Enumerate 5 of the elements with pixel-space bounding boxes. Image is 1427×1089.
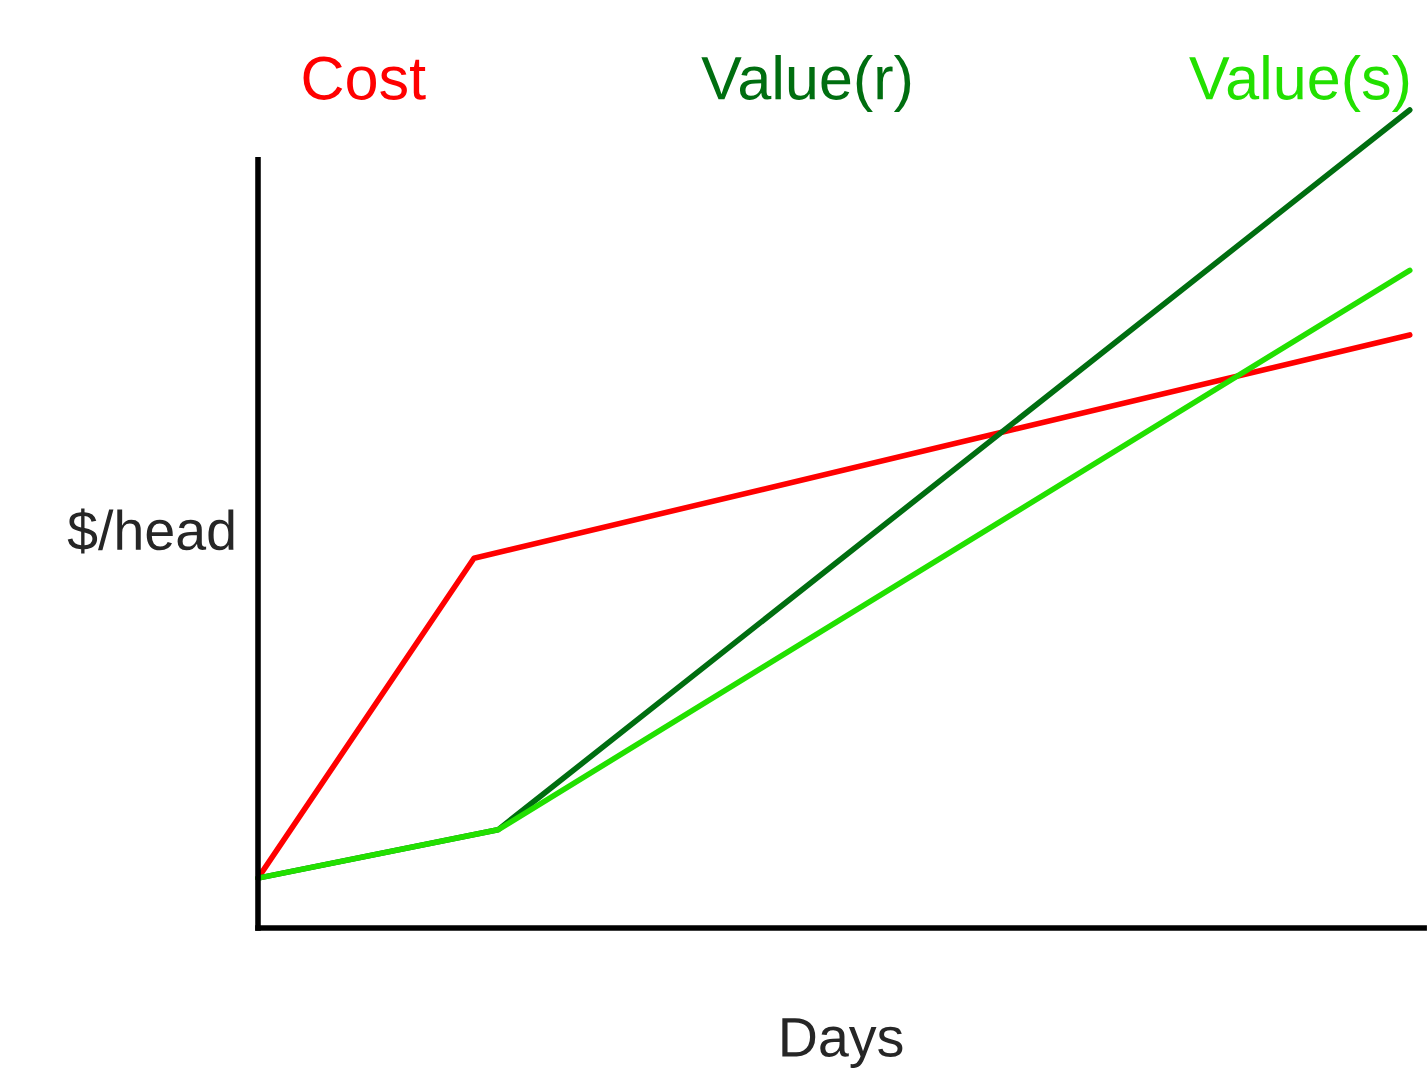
text: Value(s) <box>1189 55 1409 112</box>
y-axis-title: $/head <box>67 508 234 554</box>
text: Value(r) <box>701 55 911 112</box>
text: Cost <box>303 56 426 100</box>
x-axis-title: Days <box>782 1018 903 1068</box>
